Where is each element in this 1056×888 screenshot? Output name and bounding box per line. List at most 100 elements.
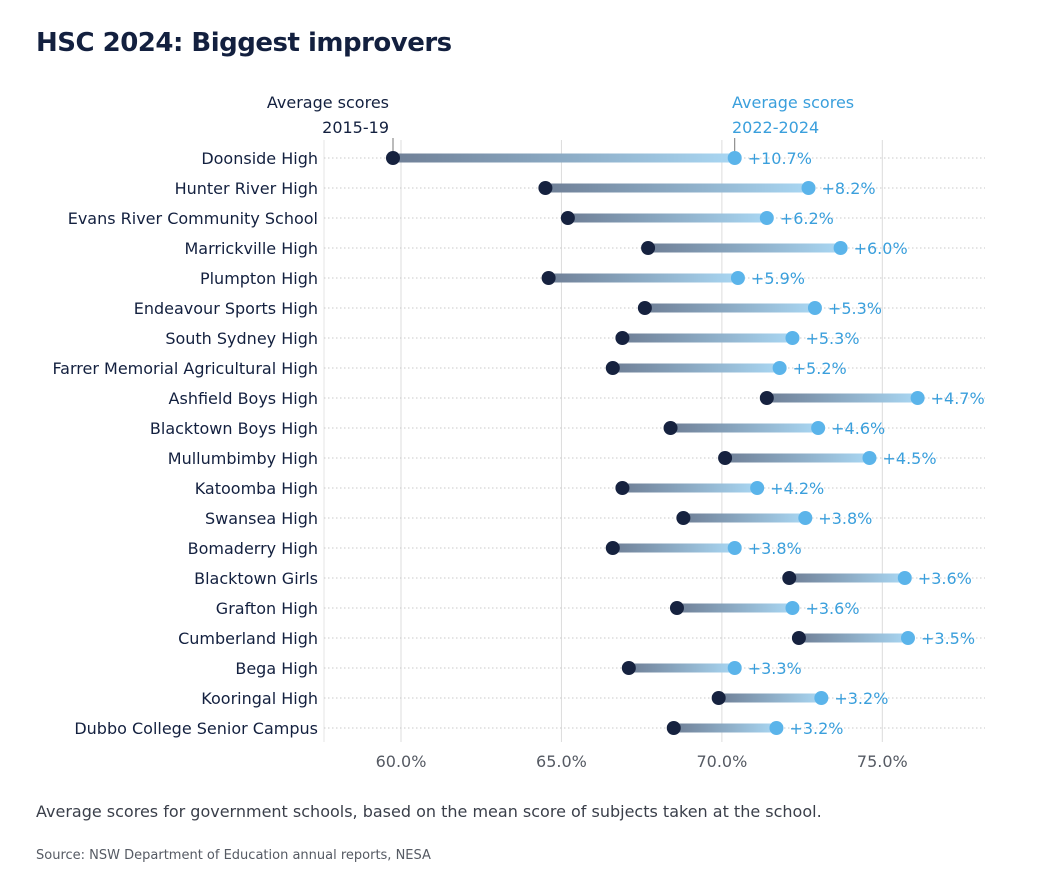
change-label: +4.7%: [931, 389, 985, 408]
end-dot: [862, 451, 877, 465]
dumbbell-bar: [673, 723, 777, 733]
dumbbell-row: Ashfield Boys High +4.7%: [169, 389, 985, 408]
start-dot: [669, 601, 684, 615]
end-dot: [750, 481, 765, 495]
category-label: Blacktown Boys High: [150, 419, 318, 438]
change-label: +3.2%: [834, 689, 888, 708]
start-dot: [621, 661, 636, 675]
category-label: Katoomba High: [195, 479, 318, 498]
start-dot: [637, 301, 652, 315]
end-dot: [833, 241, 848, 255]
change-label: +4.2%: [770, 479, 824, 498]
category-label: Bomaderry High: [188, 539, 318, 558]
dumbbell-row: Doonside High +10.7%: [201, 149, 985, 168]
category-label: Hunter River High: [175, 179, 318, 198]
end-dot: [811, 421, 826, 435]
gridlines: [323, 140, 883, 742]
category-label: Farrer Memorial Agricultural High: [52, 359, 318, 378]
dumbbell-bar: [648, 243, 841, 253]
end-dot: [807, 301, 822, 315]
category-label: Bega High: [235, 659, 318, 678]
category-label: Kooringal High: [201, 689, 318, 708]
dumbbell-row: Kooringal High +3.2%: [201, 689, 985, 708]
dumbbell-bar: [670, 423, 819, 433]
start-dot: [759, 391, 774, 405]
legend-start-line2: 2015-19: [322, 118, 389, 137]
start-dot: [782, 571, 797, 585]
dumbbell-chart: Doonside High +10.7% Hunter River High +8.2…: [52, 93, 985, 771]
category-label: Mullumbimby High: [168, 449, 318, 468]
x-tick-label: 75.0%: [857, 752, 908, 771]
change-label: +6.2%: [780, 209, 834, 228]
category-label: Endeavour Sports High: [134, 299, 318, 318]
start-dot: [663, 421, 678, 435]
start-dot: [560, 211, 575, 225]
start-dot: [538, 181, 553, 195]
change-label: +3.6%: [805, 599, 859, 618]
category-label: Swansea High: [205, 509, 318, 528]
start-dot: [791, 631, 806, 645]
dumbbell-row: Dubbo College Senior Campus +3.2%: [74, 719, 985, 738]
dumbbell-bar: [725, 453, 870, 463]
end-dot: [910, 391, 925, 405]
legend-end-line1: Average scores: [732, 93, 854, 112]
dumbbell-bar: [676, 603, 793, 613]
dumbbell-row: Cumberland High +3.5%: [178, 629, 985, 648]
start-dot: [641, 241, 656, 255]
dumbbell-row: Plumpton High +5.9%: [200, 269, 985, 288]
dumbbell-row: Evans River Community School +6.2%: [68, 209, 985, 228]
category-label: Grafton High: [216, 599, 318, 618]
dumbbell-bar: [622, 483, 758, 493]
dumbbell-bar: [567, 213, 767, 223]
change-label: +4.5%: [882, 449, 936, 468]
end-dot: [798, 511, 813, 525]
category-label: Doonside High: [201, 149, 318, 168]
start-dot: [385, 151, 400, 165]
change-label: +5.3%: [828, 299, 882, 318]
dumbbell-bar: [612, 543, 735, 553]
dumbbell-row: Mullumbimby High +4.5%: [168, 449, 985, 468]
dumbbell-bar: [766, 393, 918, 403]
start-dot: [615, 331, 630, 345]
dumbbell-row: Bomaderry High +3.8%: [188, 539, 985, 558]
dumbbell-bar: [545, 183, 809, 193]
dumbbell-bar: [789, 573, 905, 583]
legend: Average scores 2015-19 Average scores 2022-…: [267, 93, 854, 151]
category-label: Dubbo College Senior Campus: [74, 719, 318, 738]
start-dot: [676, 511, 691, 525]
dumbbell-row: South Sydney High +5.3%: [165, 329, 985, 348]
end-dot: [900, 631, 915, 645]
start-dot: [666, 721, 681, 735]
legend-start-line1: Average scores: [267, 93, 389, 112]
x-axis: 60.0% 65.0% 70.0% 75.0%: [376, 752, 908, 771]
dumbbell-row: Endeavour Sports High +5.3%: [134, 299, 985, 318]
change-label: +8.2%: [822, 179, 876, 198]
x-tick-label: 65.0%: [536, 752, 587, 771]
start-dot: [605, 361, 620, 375]
dumbbell-row: Hunter River High +8.2%: [175, 179, 985, 198]
end-dot: [759, 211, 774, 225]
category-label: Plumpton High: [200, 269, 318, 288]
category-label: Evans River Community School: [68, 209, 318, 228]
dumbbell-bar: [683, 513, 806, 523]
end-dot: [801, 181, 816, 195]
change-label: +3.3%: [748, 659, 802, 678]
x-tick-label: 70.0%: [696, 752, 747, 771]
change-label: +3.8%: [748, 539, 802, 558]
dumbbell-bar: [644, 303, 815, 313]
dumbbell-row: Bega High +3.3%: [235, 659, 985, 678]
change-label: +3.2%: [789, 719, 843, 738]
end-dot: [727, 661, 742, 675]
end-dot: [727, 541, 742, 555]
category-label: Blacktown Girls: [194, 569, 318, 588]
end-dot: [772, 361, 787, 375]
end-dot: [727, 151, 742, 165]
dumbbell-row: Grafton High +3.6%: [216, 599, 985, 618]
end-dot: [769, 721, 784, 735]
end-dot: [785, 331, 800, 345]
dumbbell-bar: [612, 363, 780, 373]
dumbbell-row: Farrer Memorial Agricultural High +5.2%: [52, 359, 985, 378]
change-label: +5.2%: [793, 359, 847, 378]
start-dot: [605, 541, 620, 555]
change-label: +3.6%: [918, 569, 972, 588]
